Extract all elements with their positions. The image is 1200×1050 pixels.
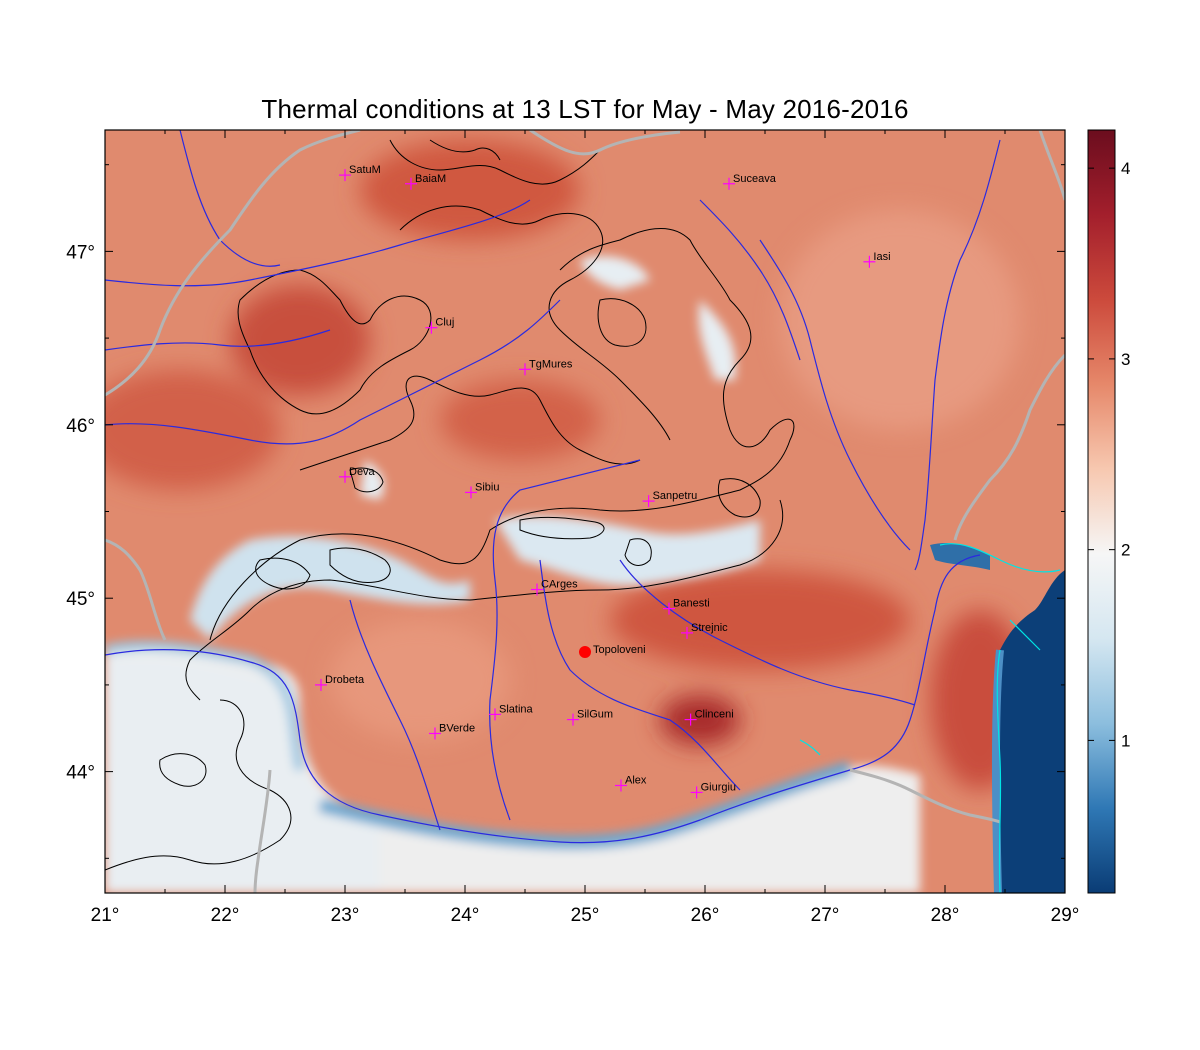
station-marker: SilGum: [567, 709, 613, 726]
station-label: Alex: [625, 774, 647, 786]
station-label: BaiaM: [415, 173, 446, 185]
black-sea: [997, 570, 1065, 893]
lon-tick-label: 25°: [571, 905, 600, 926]
river-arges: [539, 559, 741, 791]
highlight-site: Topoloveni: [579, 644, 646, 658]
river-bistrita: [699, 199, 801, 361]
colorbar-tick-label: 1: [1121, 731, 1130, 750]
lat-tick-label: 44°: [66, 763, 95, 784]
lon-tick-label: 23°: [331, 905, 360, 926]
lon-tick-label: 29°: [1051, 905, 1080, 926]
highlight-dot: [579, 645, 591, 658]
lon-tick-label: 28°: [931, 905, 960, 926]
river-danube: [105, 554, 981, 844]
station-marker: Strejnic: [681, 622, 728, 639]
map-title: Thermal conditions at 13 LST for May - M…: [261, 94, 909, 124]
rivers: [105, 130, 1001, 844]
lat-tick-label: 45°: [66, 589, 95, 610]
station-marker: Slatina: [489, 703, 534, 721]
station-label: Banesti: [673, 598, 710, 610]
station-marker: Sanpetru: [642, 490, 698, 508]
station-marker: Cluj: [425, 317, 454, 334]
station-marker: Drobeta: [315, 674, 365, 691]
country-borders: [105, 130, 1065, 893]
map-axes: 21° 22° 23° 24° 25° 26° 27° 28° 29° 44° 45° 46° 47°: [66, 130, 1079, 926]
station-marker: Suceava: [723, 173, 777, 190]
colorbar: 1 2 3 4: [1087, 129, 1130, 894]
temperature-field: [105, 130, 1065, 893]
station-markers: SatuM BaiaM Suceava Iasi Cluj TgMures Deva Sibi…: [315, 164, 891, 799]
station-label: SatuM: [349, 164, 381, 176]
river-mures: [105, 299, 561, 445]
river-siret: [759, 239, 911, 551]
river-ialomita: [619, 559, 916, 706]
station-marker: CArges: [531, 579, 578, 596]
colorbar-tick-label: 3: [1121, 350, 1130, 369]
lon-tick-label: 26°: [691, 905, 720, 926]
station-marker: Deva: [339, 466, 376, 483]
station-label: Strejnic: [691, 622, 728, 634]
station-marker: TgMures: [519, 358, 573, 376]
station-label: BVerde: [439, 722, 475, 734]
station-marker: BaiaM: [405, 173, 446, 190]
lon-tick-label: 24°: [451, 905, 480, 926]
station-label: Clinceni: [695, 709, 734, 721]
river-prut: [914, 139, 1001, 571]
station-label: Cluj: [435, 317, 454, 329]
station-label: Sanpetru: [653, 490, 698, 502]
station-label: Sibiu: [475, 481, 499, 493]
station-marker: Banesti: [663, 598, 710, 615]
river-olt: [489, 459, 641, 821]
lon-tick-label: 21°: [91, 905, 120, 926]
lat-tick-label: 47°: [66, 242, 95, 263]
station-marker: BVerde: [429, 722, 475, 740]
station-label: CArges: [541, 579, 578, 591]
colorbar-gradient: [1087, 129, 1116, 894]
river-crisuri: [105, 329, 331, 351]
coastline: [799, 543, 1061, 893]
field-warm-zones: [105, 140, 1030, 790]
river-jiu: [349, 599, 441, 831]
station-label: TgMures: [529, 358, 573, 370]
station-label: Iasi: [873, 251, 890, 263]
station-label: Slatina: [499, 703, 534, 715]
station-marker: Sibiu: [465, 481, 499, 499]
station-label: Giurgiu: [701, 781, 736, 793]
station-label: SilGum: [577, 709, 613, 721]
station-marker: Iasi: [863, 251, 891, 268]
danube-delta-lakes: [930, 543, 990, 570]
elevation-contours: [105, 139, 795, 871]
station-label: Deva: [349, 466, 376, 478]
lon-tick-label: 27°: [811, 905, 840, 926]
highlight-label: Topoloveni: [593, 644, 646, 656]
station-marker: Giurgiu: [690, 781, 736, 799]
colorbar-tick-label: 4: [1121, 159, 1130, 178]
station-marker: Alex: [615, 774, 647, 792]
field-cool-zones: [105, 256, 920, 893]
station-label: Suceava: [733, 173, 777, 185]
colorbar-tick-label: 2: [1121, 541, 1130, 560]
river-somes: [105, 199, 531, 287]
station-marker: Clinceni: [684, 709, 734, 726]
lat-tick-label: 46°: [66, 416, 95, 437]
station-marker: SatuM: [339, 164, 381, 182]
lon-tick-label: 22°: [211, 905, 240, 926]
station-label: Drobeta: [325, 674, 365, 686]
